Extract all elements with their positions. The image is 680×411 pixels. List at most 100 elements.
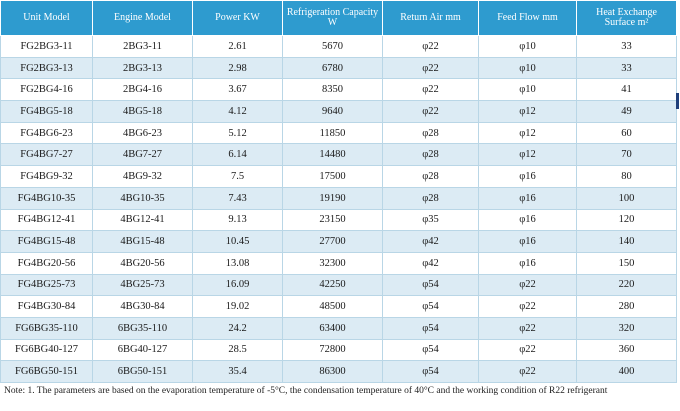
cell-power: 2.98 — [192, 56, 283, 80]
row-marker — [676, 93, 679, 109]
cell-capacity: 32300 — [282, 251, 383, 275]
cell-engine: 4BG20-56 — [92, 251, 193, 275]
table-row: FG4BG25-73 4BG25-73 16.09 42250 φ54 φ22 220 — [0, 273, 677, 297]
table-row: FG4BG20-56 4BG20-56 13.08 32300 φ42 φ16 150 — [0, 251, 677, 275]
cell-feed-flow: φ22 — [478, 316, 577, 340]
cell-feed-flow: φ16 — [478, 165, 577, 188]
table-row: FG4BG7-27 4BG7-27 6.14 14480 φ28 φ12 70 — [0, 143, 677, 167]
cell-feed-flow: φ12 — [478, 121, 577, 145]
cell-unit: FG6BG40-127 — [0, 338, 93, 362]
cell-capacity: 19190 — [282, 186, 383, 210]
cell-unit: FG2BG4-16 — [0, 78, 93, 102]
cell-engine: 4BG10-35 — [92, 186, 193, 210]
cell-feed-flow: φ22 — [478, 338, 577, 362]
cell-surface: 280 — [576, 295, 677, 318]
cell-unit: FG4BG7-27 — [0, 143, 93, 167]
cell-unit: FG2BG3-13 — [0, 56, 93, 80]
cell-unit: FG6BG35-110 — [0, 316, 93, 340]
cell-capacity: 72800 — [282, 338, 383, 362]
cell-capacity: 42250 — [282, 273, 383, 297]
cell-feed-flow: φ12 — [478, 143, 577, 167]
cell-capacity: 86300 — [282, 360, 383, 383]
cell-surface: 400 — [576, 360, 677, 383]
cell-unit: FG4BG9-32 — [0, 165, 93, 188]
cell-feed-flow: φ22 — [478, 295, 577, 318]
cell-power: 4.12 — [192, 100, 283, 123]
cell-feed-flow: φ10 — [478, 78, 577, 102]
header-heat-exchange: Heat Exchange Surface m² — [576, 0, 677, 36]
cell-feed-flow: φ10 — [478, 56, 577, 80]
cell-return-air: φ54 — [382, 338, 479, 362]
table-row: FG4BG6-23 4BG6-23 5.12 11850 φ28 φ12 60 — [0, 121, 677, 145]
cell-feed-flow: φ12 — [478, 100, 577, 123]
cell-engine: 6BG50-151 — [92, 360, 193, 383]
table-header: Unit Model Engine Model Power KW Refrige… — [0, 0, 677, 36]
cell-return-air: φ22 — [382, 35, 479, 58]
cell-capacity: 27700 — [282, 230, 383, 253]
cell-unit: FG2BG3-11 — [0, 35, 93, 58]
cell-surface: 41 — [576, 78, 677, 102]
cell-surface: 33 — [576, 35, 677, 58]
cell-engine: 2BG3-13 — [92, 56, 193, 80]
cell-surface: 320 — [576, 316, 677, 340]
cell-capacity: 11850 — [282, 121, 383, 145]
table-row: FG4BG10-35 4BG10-35 7.43 19190 φ28 φ16 100 — [0, 186, 677, 210]
cell-engine: 4BG5-18 — [92, 100, 193, 123]
cell-unit: FG4BG25-73 — [0, 273, 93, 297]
cell-surface: 80 — [576, 165, 677, 188]
cell-return-air: φ35 — [382, 208, 479, 232]
header-return-air: Return Air mm — [382, 0, 479, 36]
cell-feed-flow: φ10 — [478, 35, 577, 58]
header-refrigeration-capacity: Refrigeration Capacity W — [282, 0, 383, 36]
cell-power: 16.09 — [192, 273, 283, 297]
cell-return-air: φ42 — [382, 251, 479, 275]
table-body: FG2BG3-11 2BG3-11 2.61 5670 φ22 φ10 33 FG2BG3-1… — [0, 35, 677, 383]
cell-engine: 4BG12-41 — [92, 208, 193, 232]
cell-capacity: 9640 — [282, 100, 383, 123]
cell-power: 3.67 — [192, 78, 283, 102]
cell-unit: FG4BG6-23 — [0, 121, 93, 145]
cell-unit: FG4BG30-84 — [0, 295, 93, 318]
cell-return-air: φ42 — [382, 230, 479, 253]
cell-surface: 100 — [576, 186, 677, 210]
cell-power: 10.45 — [192, 230, 283, 253]
table-row: FG4BG15-48 4BG15-48 10.45 27700 φ42 φ16 140 — [0, 230, 677, 253]
table-row: FG4BG30-84 4BG30-84 19.02 48500 φ54 φ22 280 — [0, 295, 677, 318]
cell-feed-flow: φ16 — [478, 208, 577, 232]
table-row: FG4BG12-41 4BG12-41 9.13 23150 φ35 φ16 120 — [0, 208, 677, 232]
header-engine-model: Engine Model — [92, 0, 193, 36]
cell-power: 24.2 — [192, 316, 283, 340]
header-feed-flow: Feed Flow mm — [478, 0, 577, 36]
cell-power: 5.12 — [192, 121, 283, 145]
cell-return-air: φ54 — [382, 360, 479, 383]
cell-surface: 70 — [576, 143, 677, 167]
cell-surface: 120 — [576, 208, 677, 232]
cell-return-air: φ54 — [382, 316, 479, 340]
cell-feed-flow: φ22 — [478, 273, 577, 297]
cell-return-air: φ22 — [382, 78, 479, 102]
table-row: FG2BG3-13 2BG3-13 2.98 6780 φ22 φ10 33 — [0, 56, 677, 80]
cell-capacity: 14480 — [282, 143, 383, 167]
header-refrigeration-line1: Refrigeration Capacity — [286, 7, 379, 18]
table-row: FG2BG4-16 2BG4-16 3.67 8350 φ22 φ10 41 — [0, 78, 677, 102]
header-heat-line2: Surface m² — [604, 17, 649, 28]
cell-return-air: φ54 — [382, 273, 479, 297]
cell-power: 7.5 — [192, 165, 283, 188]
table-row: FG4BG5-18 4BG5-18 4.12 9640 φ22 φ12 49 — [0, 100, 677, 123]
cell-return-air: φ22 — [382, 56, 479, 80]
cell-capacity: 6780 — [282, 56, 383, 80]
cell-return-air: φ28 — [382, 165, 479, 188]
table-row: FG6BG50-151 6BG50-151 35.4 86300 φ54 φ22 400 — [0, 360, 677, 383]
spec-table: Unit Model Engine Model Power KW Refrige… — [0, 0, 677, 383]
cell-unit: FG4BG15-48 — [0, 230, 93, 253]
cell-engine: 4BG30-84 — [92, 295, 193, 318]
cell-return-air: φ28 — [382, 121, 479, 145]
cell-engine: 2BG3-11 — [92, 35, 193, 58]
cell-power: 28.5 — [192, 338, 283, 362]
table-row: FG6BG40-127 6BG40-127 28.5 72800 φ54 φ22 360 — [0, 338, 677, 362]
cell-feed-flow: φ22 — [478, 360, 577, 383]
cell-power: 2.61 — [192, 35, 283, 58]
cell-power: 6.14 — [192, 143, 283, 167]
cell-unit: FG4BG5-18 — [0, 100, 93, 123]
table-row: FG2BG3-11 2BG3-11 2.61 5670 φ22 φ10 33 — [0, 35, 677, 58]
